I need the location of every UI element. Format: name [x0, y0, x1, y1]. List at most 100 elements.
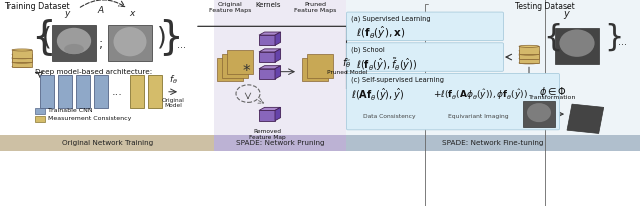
Text: ...: ...: [111, 87, 122, 97]
Ellipse shape: [527, 103, 551, 122]
Text: (c) Self-supervised Learning: (c) Self-supervised Learning: [351, 77, 444, 83]
Text: (: (: [42, 25, 52, 49]
Bar: [12, 54, 32, 62]
Bar: [519, 55, 539, 63]
Ellipse shape: [12, 57, 32, 59]
Bar: [58, 75, 72, 108]
Text: Removed
Feature Map: Removed Feature Map: [248, 129, 285, 139]
Text: }: }: [604, 23, 623, 52]
Text: {: {: [543, 23, 563, 52]
Text: SPADE: Network Fine-tuning: SPADE: Network Fine-tuning: [442, 140, 543, 146]
Polygon shape: [259, 107, 280, 110]
Ellipse shape: [12, 53, 32, 55]
Text: $\ell(\mathbf{f}_\theta(\hat{y}), \mathbf{x})$: $\ell(\mathbf{f}_\theta(\hat{y}), \mathb…: [356, 25, 405, 41]
Ellipse shape: [559, 29, 595, 57]
Bar: [108, 25, 152, 61]
Ellipse shape: [519, 50, 539, 52]
FancyBboxPatch shape: [346, 74, 559, 130]
Text: ): ): [157, 25, 167, 49]
Text: Original
Model: Original Model: [161, 98, 184, 108]
Text: Measurement Consistency: Measurement Consistency: [48, 116, 131, 121]
Bar: [222, 54, 248, 77]
Ellipse shape: [57, 28, 91, 54]
Text: Trainable CNN: Trainable CNN: [48, 108, 93, 113]
Polygon shape: [275, 32, 280, 45]
Text: $\phi \in \Phi$: $\phi \in \Phi$: [539, 85, 567, 99]
Polygon shape: [275, 107, 280, 121]
Bar: [307, 54, 333, 77]
Ellipse shape: [519, 53, 539, 55]
Bar: [259, 35, 275, 45]
Bar: [12, 59, 32, 67]
Bar: [519, 51, 539, 59]
Text: ;: ;: [99, 38, 103, 51]
Bar: [35, 108, 45, 114]
Bar: [35, 116, 45, 122]
Text: $f_{\tilde{\theta}}$: $f_{\tilde{\theta}}$: [342, 56, 352, 70]
Ellipse shape: [64, 44, 84, 54]
Ellipse shape: [12, 66, 32, 68]
Polygon shape: [259, 49, 280, 52]
Text: Original
Feature Maps: Original Feature Maps: [209, 2, 251, 13]
Text: $\{$: $\{$: [31, 17, 53, 58]
Bar: [259, 110, 275, 121]
Bar: [523, 101, 555, 127]
Bar: [567, 104, 604, 133]
Text: $y$: $y$: [64, 9, 72, 20]
Bar: [12, 50, 32, 58]
Text: (b) School: (b) School: [351, 46, 385, 53]
FancyBboxPatch shape: [346, 43, 504, 71]
Text: $\hat{y}$: $\hat{y}$: [563, 6, 571, 22]
Text: *: *: [242, 64, 250, 79]
Polygon shape: [259, 66, 280, 69]
Text: $\}$: $\}$: [158, 17, 180, 58]
Bar: [94, 75, 108, 108]
Bar: [40, 75, 54, 108]
Text: Pruned
Feature Maps: Pruned Feature Maps: [294, 2, 336, 13]
Bar: [346, 0, 640, 135]
Bar: [130, 75, 144, 108]
Text: (a) Supervised Learning: (a) Supervised Learning: [351, 15, 431, 22]
Text: $+ \ell(\mathbf{f}_\theta(\mathbf{A}\phi_\theta(\hat{y})), \phi\mathbf{f}_\theta: $+ \ell(\mathbf{f}_\theta(\mathbf{A}\phi…: [433, 87, 528, 102]
Text: $\ell(\mathbf{A}\mathbf{f}_\theta(\hat{y}), \hat{y})$: $\ell(\mathbf{A}\mathbf{f}_\theta(\hat{y…: [351, 87, 404, 103]
Text: ...: ...: [618, 37, 627, 47]
Bar: [52, 25, 96, 61]
Text: Data Consistency: Data Consistency: [363, 114, 415, 119]
Ellipse shape: [519, 62, 539, 64]
Text: Testing Dataset: Testing Dataset: [515, 2, 575, 11]
Text: $\ell(\mathbf{f}_\theta(\hat{y}), \tilde{f}_\theta(\hat{y}))$: $\ell(\mathbf{f}_\theta(\hat{y}), \tilde…: [356, 56, 417, 73]
Bar: [227, 50, 253, 74]
Text: ...: ...: [177, 40, 186, 50]
Text: Original Network Training: Original Network Training: [61, 140, 153, 146]
Bar: [214, 0, 346, 135]
Text: Pruned Model: Pruned Model: [327, 70, 367, 75]
Ellipse shape: [12, 49, 32, 51]
Bar: [0, 135, 214, 151]
Text: $x$: $x$: [129, 9, 137, 18]
Ellipse shape: [113, 27, 147, 56]
Polygon shape: [275, 66, 280, 79]
Bar: [346, 135, 640, 151]
Text: $f_\theta$: $f_\theta$: [168, 73, 177, 86]
Bar: [148, 75, 162, 108]
Bar: [259, 52, 275, 62]
Bar: [519, 46, 539, 54]
Polygon shape: [275, 49, 280, 62]
Text: Training Dataset: Training Dataset: [4, 2, 70, 11]
Text: Deep model-based architecture:: Deep model-based architecture:: [35, 69, 152, 75]
Text: $A$: $A$: [97, 4, 105, 15]
Text: Kernels: Kernels: [255, 2, 281, 8]
Ellipse shape: [519, 45, 539, 47]
Text: Transformation: Transformation: [529, 95, 577, 100]
Bar: [214, 135, 346, 151]
Bar: [259, 69, 275, 79]
Polygon shape: [259, 32, 280, 35]
Ellipse shape: [12, 58, 32, 60]
Text: Equivariant Imaging: Equivariant Imaging: [448, 114, 509, 119]
Bar: [76, 75, 90, 108]
Ellipse shape: [519, 54, 539, 56]
Bar: [302, 58, 328, 81]
FancyBboxPatch shape: [346, 12, 504, 41]
Ellipse shape: [519, 57, 539, 60]
Bar: [217, 58, 243, 81]
